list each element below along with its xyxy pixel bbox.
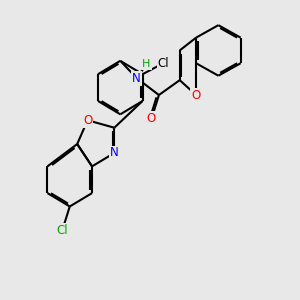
Text: N: N xyxy=(132,72,141,85)
Text: O: O xyxy=(191,88,201,101)
Text: O: O xyxy=(83,114,92,127)
Text: Cl: Cl xyxy=(158,57,169,70)
Text: N: N xyxy=(110,146,119,160)
Text: H: H xyxy=(142,59,151,69)
Text: O: O xyxy=(147,112,156,125)
Text: Cl: Cl xyxy=(56,224,68,237)
